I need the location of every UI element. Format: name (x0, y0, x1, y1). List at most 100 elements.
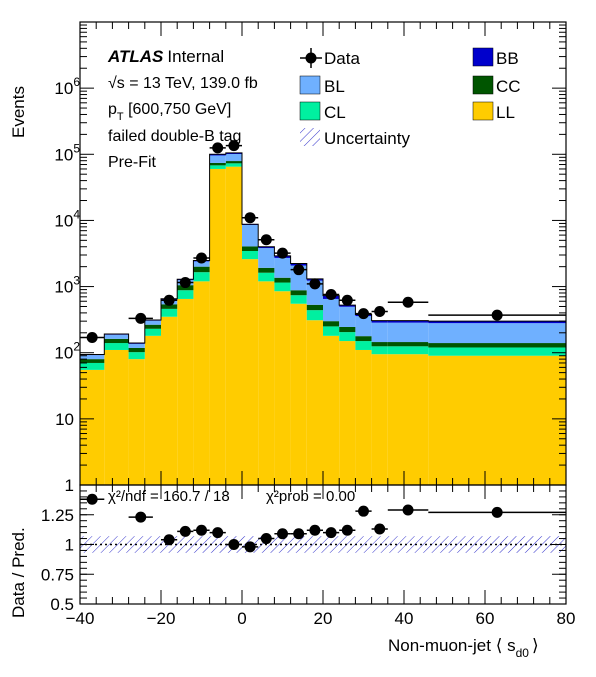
ratio-point-1 (128, 511, 153, 523)
bar-ll-11 (274, 291, 291, 485)
bar-cl-12 (290, 295, 307, 304)
data-point-10 (290, 264, 307, 276)
ratio-point-17 (428, 506, 566, 518)
top-axes: 1 10 102 103 104 105 106 (54, 22, 567, 495)
legend-ll: LL (472, 101, 515, 122)
bar-bl-8 (225, 153, 242, 162)
data-point-7 (242, 212, 259, 224)
y-axis-title-top: Events (9, 86, 28, 138)
bar-cc-18 (387, 342, 404, 347)
xtick-label-4: 40 (395, 609, 414, 628)
legend-bl: BL (299, 75, 345, 96)
bar-cc-15 (339, 326, 356, 333)
bar-cl-0 (80, 362, 105, 370)
bar-cl-5 (177, 290, 194, 299)
top-ytick-label-4: 104 (54, 207, 80, 230)
bar-ll-12 (290, 303, 307, 485)
bar-cl-2 (128, 352, 145, 360)
y-axis-title-ratio: Data / Pred. (9, 527, 28, 618)
bar-ll-13 (306, 320, 323, 485)
xtick-label-6: 80 (557, 609, 576, 628)
bar-cl-13 (306, 310, 323, 321)
bar-cl-4 (161, 308, 178, 317)
bar-bl-3 (144, 320, 161, 325)
data-point-1 (128, 312, 153, 324)
x-axis-title: Non-muon-jet ⟨ sd0 ⟩ (388, 636, 539, 660)
xtick-label-0: −40 (66, 609, 95, 628)
data-point-17 (428, 309, 566, 321)
bar-bl-14 (323, 298, 340, 322)
xtick-label-5: 60 (476, 609, 495, 628)
bar-cl-17 (371, 346, 388, 355)
bar-cl-18 (387, 346, 404, 355)
bar-bl-17 (371, 322, 388, 343)
bar-cl-15 (339, 332, 356, 342)
legend-data-marker (305, 52, 317, 64)
bar-ll-15 (339, 341, 356, 485)
ratio-point-15 (371, 523, 388, 535)
bar-bl-6 (193, 261, 210, 267)
bar-ll-18 (387, 354, 404, 485)
legend-bb-label: BB (496, 49, 519, 68)
x-axis-title-sub: d0 (516, 646, 530, 660)
bar-cc-19 (404, 342, 429, 347)
legend-bb: BB (472, 47, 519, 68)
ratio-point-13 (339, 524, 356, 536)
legend-bl-label: BL (324, 77, 345, 96)
bar-ll-7 (209, 168, 226, 485)
legend-cl-label: CL (324, 103, 346, 122)
bar-ll-19 (404, 354, 429, 485)
bar-bl-10 (258, 248, 275, 268)
xtick-label-2: 0 (237, 609, 246, 628)
bar-bl-15 (339, 306, 356, 327)
tag-label: failed double-B tag (108, 128, 241, 145)
bar-cl-19 (404, 346, 429, 355)
legend-cc: CC (472, 75, 521, 96)
bar-bb-15 (339, 305, 356, 307)
atlas-label: ATLAS Internal (107, 47, 224, 66)
bar-cl-16 (355, 341, 372, 350)
bar-bl-0 (80, 355, 105, 360)
legend-uncertainty: Uncertainty (300, 128, 410, 148)
bar-bl-9 (242, 224, 259, 247)
data-point-2 (161, 294, 178, 306)
bar-ll-4 (161, 316, 178, 485)
bar-bl-2 (128, 343, 145, 348)
bar-cl-9 (242, 250, 259, 260)
legend-cl: CL (299, 101, 346, 122)
bar-bl-19 (404, 322, 429, 343)
stacked-histogram (80, 152, 566, 485)
chi2-prob-label: χ²prob = 0.00 (266, 488, 355, 505)
bar-cl-3 (144, 328, 161, 336)
energy-label: √s = 13 TeV, 139.0 fb (108, 75, 258, 92)
bar-ll-6 (193, 281, 210, 485)
info-block: ATLAS Internal √s = 13 TeV, 139.0 fb pT [… (107, 47, 258, 171)
legend-cc-label: CC (496, 77, 521, 96)
stack-outline (80, 152, 566, 485)
ratio-point-10 (290, 528, 307, 540)
data-points (80, 140, 566, 343)
data-point-5 (209, 142, 226, 154)
bar-cc-11 (274, 277, 291, 283)
ratio-point-11 (306, 524, 323, 536)
ratio-ytick-label-2: 1 (65, 536, 74, 555)
ratio-point-5 (209, 527, 226, 539)
bar-bb-18 (387, 320, 404, 323)
ratio-axes: 0.5 0.75 1 1.25 −40 −20 0 20 40 60 80 (41, 485, 576, 628)
bar-bb-19 (404, 320, 429, 323)
legend-data-label: Data (324, 49, 360, 68)
atlas-label-internal: Internal (167, 47, 224, 66)
pt-label-range: [600,750 GeV] (124, 101, 232, 118)
bar-ll-3 (144, 335, 161, 485)
bar-ll-10 (258, 281, 275, 485)
top-ytick-label-0: 1 (65, 476, 74, 495)
bar-bl-18 (387, 322, 404, 343)
x-axis-title-end: ⟩ (532, 636, 539, 655)
legend-bl-swatch (299, 75, 321, 95)
bar-cl-1 (104, 343, 129, 350)
bar-cl-20 (428, 347, 566, 356)
data-point-4 (193, 252, 210, 264)
legend-ll-swatch (472, 101, 494, 121)
top-ytick-label-3: 103 (54, 274, 80, 297)
